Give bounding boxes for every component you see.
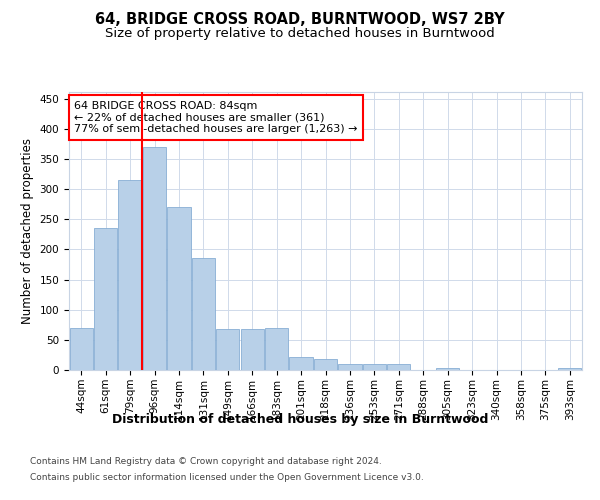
Text: Contains HM Land Registry data © Crown copyright and database right 2024.: Contains HM Land Registry data © Crown c… (30, 458, 382, 466)
Bar (167, 207, 191, 370)
Bar (216, 329, 239, 370)
Bar (338, 364, 362, 370)
Text: Contains public sector information licensed under the Open Government Licence v3: Contains public sector information licen… (30, 472, 424, 482)
Bar (70, 328, 93, 370)
Bar (558, 368, 581, 370)
Bar (436, 368, 459, 370)
Bar (241, 329, 264, 370)
Bar (387, 364, 410, 370)
Bar (192, 258, 215, 370)
Bar (314, 358, 337, 370)
Text: 64 BRIDGE CROSS ROAD: 84sqm
← 22% of detached houses are smaller (361)
77% of se: 64 BRIDGE CROSS ROAD: 84sqm ← 22% of det… (74, 101, 358, 134)
Y-axis label: Number of detached properties: Number of detached properties (21, 138, 34, 324)
Text: Size of property relative to detached houses in Burntwood: Size of property relative to detached ho… (105, 28, 495, 40)
Bar (289, 356, 313, 370)
Bar (265, 328, 288, 370)
Text: Distribution of detached houses by size in Burntwood: Distribution of detached houses by size … (112, 412, 488, 426)
Text: 64, BRIDGE CROSS ROAD, BURNTWOOD, WS7 2BY: 64, BRIDGE CROSS ROAD, BURNTWOOD, WS7 2B… (95, 12, 505, 28)
Bar (363, 364, 386, 370)
Bar (143, 147, 166, 370)
Bar (94, 228, 117, 370)
Bar (118, 180, 142, 370)
